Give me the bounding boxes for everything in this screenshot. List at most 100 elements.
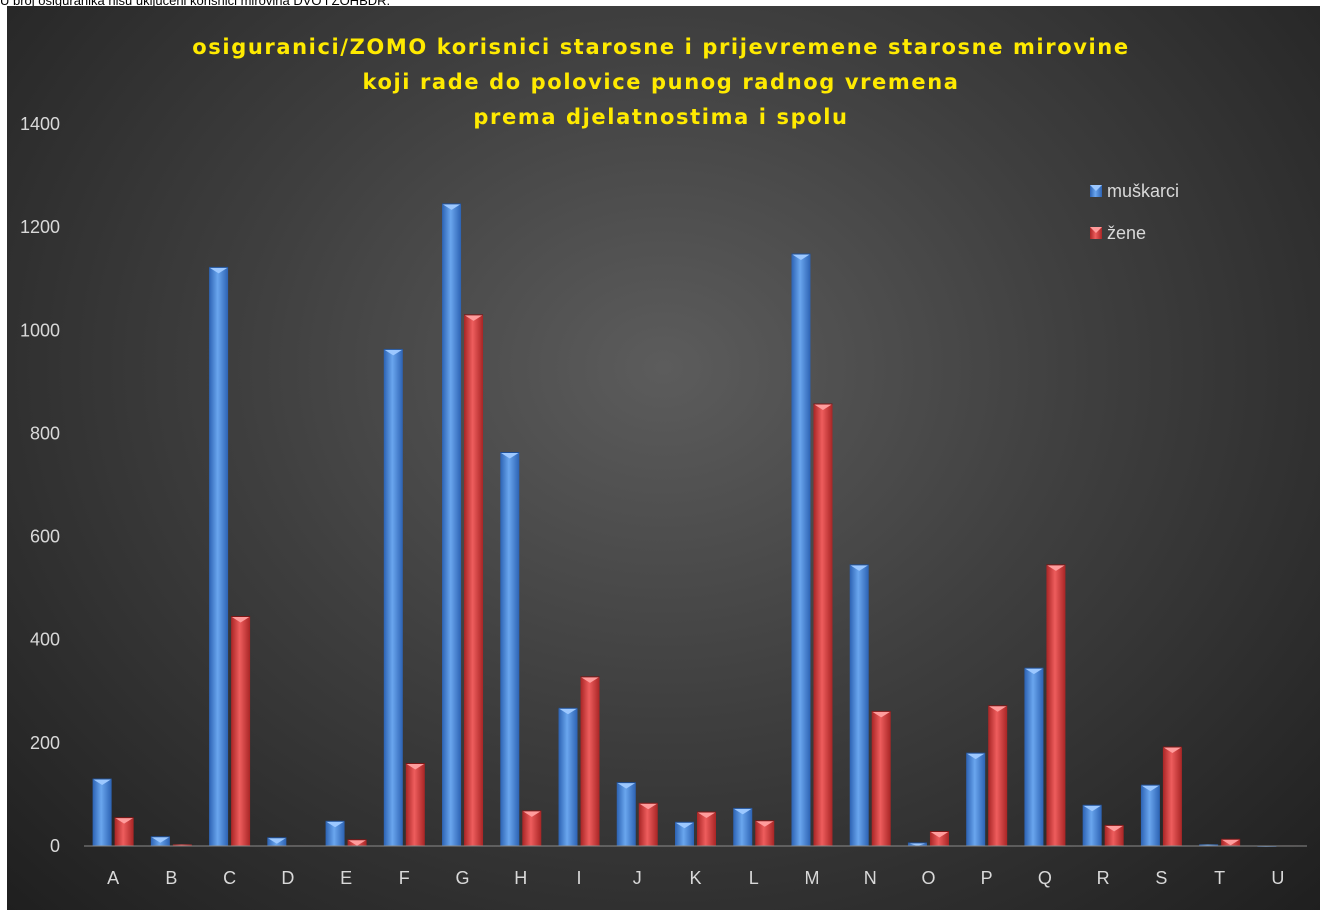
bar-muskarci-G [442,203,462,846]
bar-cap [1104,825,1124,832]
chart-area: osiguranici/ZOMO korisnici starosne i pr… [7,6,1320,910]
chart-title-line-3: prema djelatnostima i spolu [473,105,848,129]
bar-cap [1162,746,1182,753]
bar-cap [697,811,716,818]
footnote-text: U broj osiguranika nisu uključeni korisn… [0,0,391,8]
bar-body [1024,668,1044,846]
y-tick-label: 800 [30,423,60,443]
bar-cap [1046,564,1066,571]
x-tick-label: L [749,868,759,888]
y-tick-label: 1000 [20,320,60,340]
legend-swatch-cap [1090,185,1102,191]
bar-cap [929,831,949,838]
bar-cap [325,821,345,828]
bar-body [733,808,753,846]
bar-body [405,763,425,846]
bar-body [1140,785,1160,846]
x-axis: A B C D E F G H I J K L M N O P Q R S T U [107,868,1284,888]
bar-cap [231,616,251,623]
bar-body [638,803,658,846]
y-tick-label: 1200 [20,217,60,237]
bar-body [988,705,1008,846]
bar-cap [580,676,600,683]
y-tick-label: 1400 [20,114,60,134]
bar-zene-R [1104,824,1124,846]
bar-cap [871,711,891,718]
chart-title-line-2: koji rade do polovice punog radnog vreme… [362,70,959,94]
x-tick-label: A [107,868,119,888]
bar-muskarci-H [500,452,520,846]
bar-zene-F [405,762,425,846]
bar-zene-C [231,616,251,846]
x-tick-label: J [633,868,642,888]
bar-body [522,810,542,846]
bar-body [1199,844,1219,846]
x-tick-label: U [1271,868,1284,888]
bar-muskarci-B [150,836,170,846]
bar-body [580,676,600,846]
x-tick-label: O [921,868,935,888]
y-tick-label: 200 [30,733,60,753]
bar-body [464,314,484,846]
bar-zene-B [172,844,192,846]
bar-body [929,831,949,846]
bar-zene-T [1221,838,1241,846]
bar-body [813,404,833,846]
bar-cap [813,404,833,411]
bar-body [92,778,112,846]
bar-cap [464,314,484,321]
x-tick-label: C [223,868,236,888]
bar-body [114,817,134,846]
bar-body [172,844,192,846]
bar-muskarci-D [267,837,287,846]
legend: muškarci žene [1090,181,1179,243]
bar-cap [209,267,229,274]
y-axis: 0 200 400 600 800 1000 1200 1400 [20,114,60,856]
bar-body [1082,805,1102,846]
y-tick-label: 600 [30,527,60,547]
bar-cap [114,817,134,824]
bar-muskarci-L [733,807,753,846]
x-tick-label: Q [1038,868,1052,888]
bar-body [1104,825,1124,846]
bar-cap [675,822,694,829]
bar-cap [1221,839,1241,846]
bar-zene-J [638,802,658,846]
bar-cap [267,837,287,844]
bar-cap [500,452,520,459]
x-tick-label: H [514,868,527,888]
bar-zene-I [580,676,600,846]
x-tick-label: N [864,868,877,888]
bar-zene-H [522,810,542,846]
bar-body [1046,564,1066,846]
bar-body [500,452,520,846]
bar-muskarci-S [1140,784,1160,846]
bar-body [231,616,251,846]
y-tick-label: 400 [30,630,60,650]
x-tick-label: M [804,868,819,888]
legend-item-zene: žene [1090,223,1146,243]
legend-item-muskarci: muškarci [1090,181,1179,201]
bar-cap [755,820,775,827]
y-tick-label: 0 [50,836,60,856]
chart-title-line-1: osiguranici/ZOMO korisnici starosne i pr… [192,35,1129,59]
bar-cap [1140,785,1160,792]
bar-zene-G [464,314,484,846]
bar-zene-P [988,705,1008,846]
bar-cap [966,753,986,760]
bar-cap [150,836,170,843]
bars [92,203,1299,847]
bar-body [675,822,694,846]
bar-cap [616,782,636,789]
x-tick-label: R [1097,868,1110,888]
bar-body [966,753,986,846]
x-tick-label: B [165,868,177,888]
x-tick-label: S [1155,868,1167,888]
bar-chart: osiguranici/ZOMO korisnici starosne i pr… [20,35,1307,888]
bar-muskarci-F [383,348,403,846]
x-tick-label: P [981,868,993,888]
bar-body [558,708,578,846]
bar-cap [733,808,753,815]
bar-zene-Q [1046,564,1066,846]
x-tick-label: I [577,868,582,888]
